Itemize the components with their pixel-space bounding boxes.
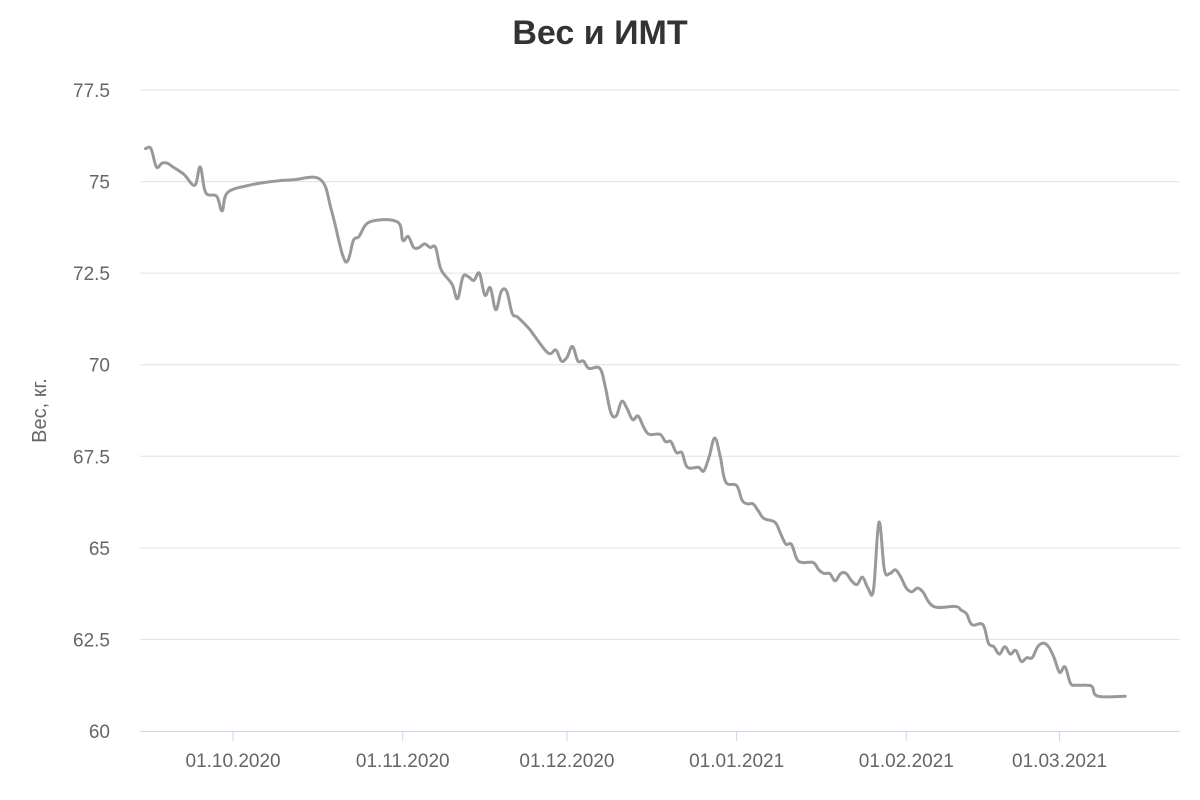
y-tick-label: 62.5 [73,630,110,651]
x-tick-label: 01.01.2021 [689,751,784,772]
chart-title: Вес и ИМТ [512,14,688,52]
weight-series-line [143,145,1127,699]
x-tick-label: 01.12.2020 [519,751,614,772]
x-tick-label: 01.03.2021 [1012,751,1107,772]
y-tick-label: 65 [89,539,110,560]
x-tick-label: 01.02.2021 [859,751,954,772]
y-tick-label: 67.5 [73,447,110,468]
x-tick-label: 01.10.2020 [186,751,281,772]
x-tick-label: 01.11.2020 [356,751,450,772]
y-tick-label: 75 [89,173,110,194]
y-tick-label: 60 [89,722,110,743]
y-axis-label: Вес, кг. [29,378,51,443]
y-tick-label: 77.5 [73,81,110,102]
y-tick-label: 70 [89,356,110,377]
y-tick-label: 72.5 [73,264,110,285]
